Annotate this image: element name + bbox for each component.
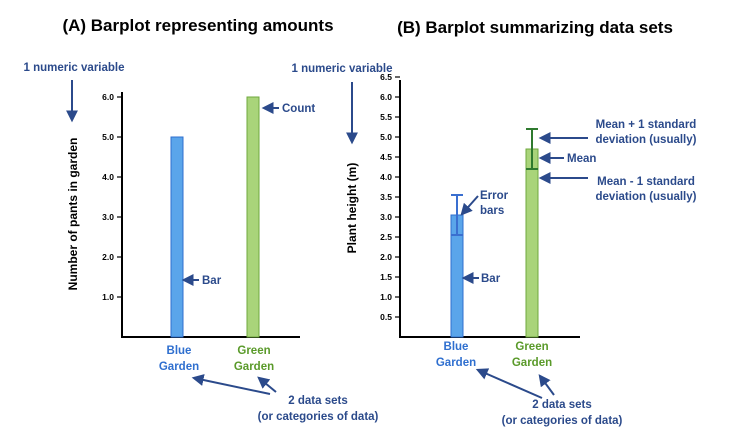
y-tick-label: 6.0 [102, 92, 114, 102]
y-tick-label: 1.5 [380, 272, 392, 282]
panel-a-axes [121, 92, 300, 338]
panel-a-y-axis-label: Number of pants in garden [66, 138, 80, 291]
panel-a-bar-label: Bar [202, 275, 222, 287]
y-tick-label: 1.0 [380, 292, 392, 302]
y-tick-label: 3.5 [380, 192, 392, 202]
panel-b-axes [399, 80, 580, 338]
panel-a-count-label: Count [282, 103, 315, 115]
y-tick-label: 2.5 [380, 232, 392, 242]
y-tick-label: 5.0 [102, 132, 114, 142]
panel-a-datasets-line2: (or categories of data) [258, 411, 379, 423]
panel-b-bar-label: Bar [481, 273, 501, 285]
panel-b: (B) Barplot summarizing data sets Plant … [292, 18, 697, 427]
panel-b-datasets-line2: (or categories of data) [502, 415, 623, 427]
panel-b-title: (B) Barplot summarizing data sets [397, 18, 673, 37]
panel-b-datasets-line1: 2 data sets [532, 399, 591, 411]
y-tick-label: 3.0 [380, 212, 392, 222]
panel-a-category-blue-line1: Blue Garden [159, 345, 199, 373]
panel-b-error-bars-line1: Error [480, 190, 509, 202]
y-tick-label: 4.5 [380, 152, 392, 162]
panel-b-mean-minus-line1: Mean - 1 standard [597, 176, 695, 188]
category-label-line: Green [237, 345, 270, 357]
panel-b-category-green-line1: Green Garden [512, 341, 552, 369]
panel-b-datasets-arrow-green [538, 374, 555, 396]
panel-b-mean-plus-line2: deviation (usually) [596, 134, 697, 146]
y-tick-label: 0.5 [380, 312, 392, 322]
panel-a-title: (A) Barplot representing amounts [62, 16, 333, 35]
panel-b-error-bars-arrow [460, 195, 479, 216]
panel-a-datasets-line1: 2 data sets [288, 395, 347, 407]
panel-a-datasets-arrow-blue [191, 374, 271, 395]
category-label-line: Garden [512, 357, 552, 369]
category-label-line: Green [515, 341, 548, 353]
panel-a-datasets-arrow-green [257, 376, 277, 393]
category-label-line: Blue [167, 345, 192, 357]
y-tick-label: 4.0 [102, 172, 114, 182]
panel-b-datasets-arrow-blue [475, 368, 543, 399]
category-label-line: Garden [159, 361, 199, 373]
y-tick-label: 6.0 [380, 92, 392, 102]
panel-b-bars [450, 148, 539, 338]
panel-b-error-bars [451, 128, 538, 236]
panel-a: (A) Barplot representing amounts Number … [24, 16, 379, 423]
category-label-line: Garden [234, 361, 274, 373]
panel-b-ticks: 0.5 1.0 1.5 2.0 2.5 3.0 3.5 4.0 4.5 5.0 5.5 6.0 6.5 [380, 72, 400, 322]
panel-b-y-axis-label: Plant height (m) [345, 163, 359, 254]
panel-b-mean-minus-line2: deviation (usually) [596, 191, 697, 203]
bar-green-garden [525, 148, 539, 338]
bar-blue-garden [170, 136, 184, 338]
category-label-line: Blue [444, 341, 469, 353]
y-tick-label: 6.5 [380, 72, 392, 82]
y-tick-label: 1.0 [102, 292, 114, 302]
y-tick-label: 5.0 [380, 132, 392, 142]
y-tick-label: 2.0 [380, 252, 392, 262]
panel-a-category-green-line1: Green Garden [234, 345, 274, 373]
y-tick-label: 5.5 [380, 112, 392, 122]
panel-a-bars [170, 96, 260, 338]
y-tick-label: 2.0 [102, 252, 114, 262]
y-tick-label: 3.0 [102, 212, 114, 222]
panel-b-category-blue-line1: Blue Garden [436, 341, 476, 369]
y-tick-label: 4.0 [380, 172, 392, 182]
panel-a-numeric-variable-label: 1 numeric variable [24, 62, 125, 74]
panel-a-ticks: 1.0 2.0 3.0 4.0 5.0 6.0 [102, 92, 122, 302]
bar-green-garden [246, 96, 260, 338]
panel-b-error-bars-line2: bars [480, 205, 504, 217]
panel-b-mean-label: Mean [567, 153, 596, 165]
panel-b-mean-plus-line1: Mean + 1 standard [596, 119, 697, 131]
panel-b-numeric-variable-label: 1 numeric variable [292, 63, 393, 75]
category-label-line: Garden [436, 357, 476, 369]
